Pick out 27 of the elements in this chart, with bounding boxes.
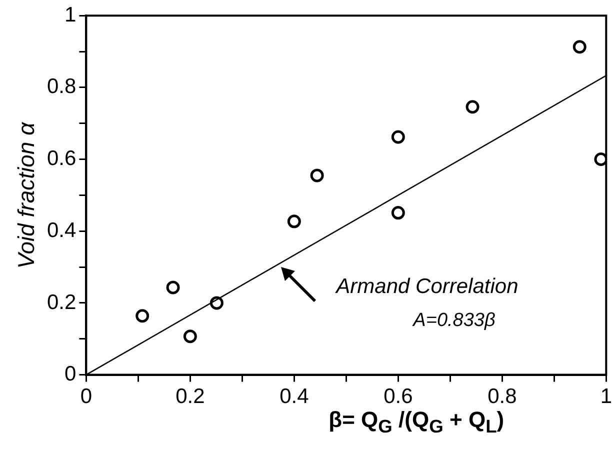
point: [287, 214, 301, 228]
x-tick-label: 0: [80, 385, 92, 408]
y-axis-title: Void fraction α: [12, 122, 40, 268]
point: [572, 40, 586, 54]
point: [391, 130, 405, 144]
annotation: Armand Correlation: [336, 275, 518, 300]
point: [166, 280, 180, 294]
y-tick-label: 0.6: [46, 147, 76, 170]
x-tick-label: 1: [600, 385, 612, 408]
point: [391, 206, 405, 220]
point: [466, 100, 480, 114]
point: [594, 152, 606, 166]
y-tick-label: 0.8: [46, 75, 76, 98]
point: [136, 309, 150, 323]
y-tick-label: 0.4: [46, 218, 77, 242]
y-tick-label: 1: [64, 3, 76, 26]
y-tick-label: 0: [64, 362, 76, 386]
x-tick-label: 0.8: [488, 385, 517, 408]
point: [310, 168, 324, 182]
point: [210, 296, 224, 310]
annotation: A=0.833β: [413, 310, 496, 332]
x-tick-label: 0.2: [176, 385, 205, 408]
x-axis-title: β= Q$_{G}$ /(Q$_{G}$ + Q$_{L}$): [328, 406, 504, 438]
x-tick-label: 0.4: [280, 385, 310, 408]
y-tick-label: 0.2: [46, 290, 76, 314]
x-tick-label: 0.6: [384, 385, 413, 408]
point: [183, 330, 197, 344]
